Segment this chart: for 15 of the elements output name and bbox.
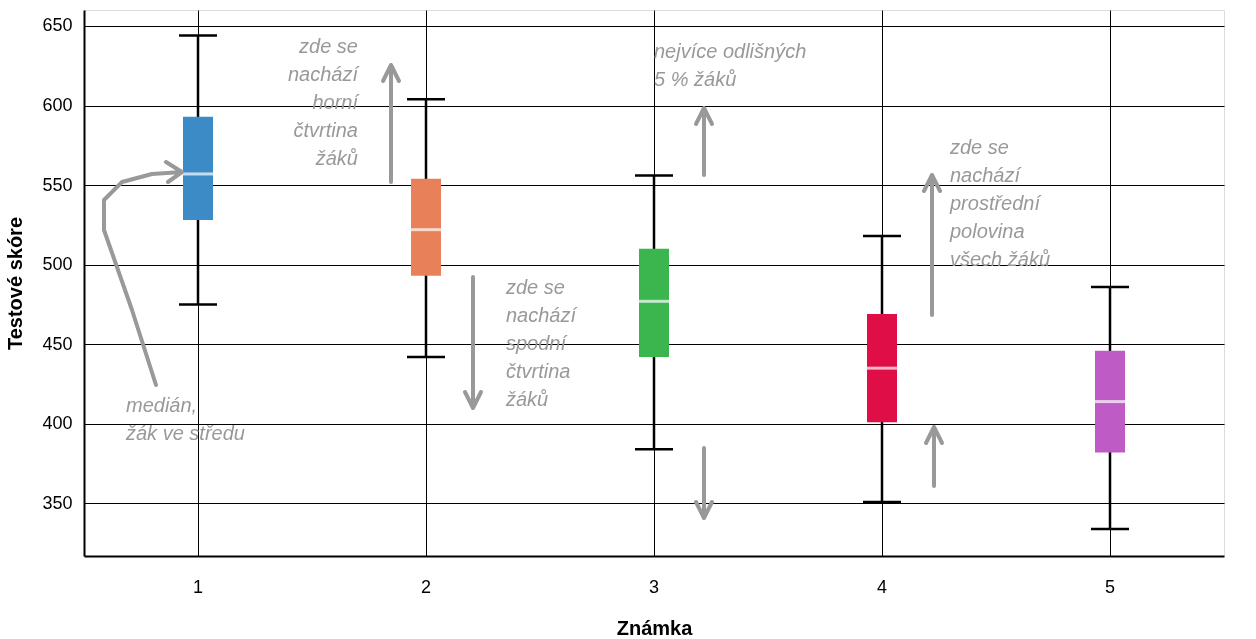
x-tick-label: 4 — [876, 576, 888, 597]
x-tick-label: 1 — [192, 576, 204, 597]
y-tick-label: 350 — [42, 492, 73, 513]
x-axis-title: Známka — [616, 616, 694, 639]
y-tick-label: 650 — [42, 15, 73, 36]
x-tick-label: 5 — [1104, 576, 1116, 597]
y-axis-title: Testové skóre — [4, 216, 27, 351]
x-tick-label: 3 — [648, 576, 660, 597]
annotation: zde se nachází prostřední polovina všech žáků — [949, 136, 1051, 270]
y-tick-label: 600 — [42, 95, 73, 116]
y-tick-label: 450 — [42, 333, 73, 354]
x-tick-label: 2 — [420, 576, 432, 597]
y-tick-label: 400 — [42, 413, 73, 434]
y-tick-label: 500 — [42, 254, 73, 275]
y-tick-label: 550 — [42, 174, 73, 195]
